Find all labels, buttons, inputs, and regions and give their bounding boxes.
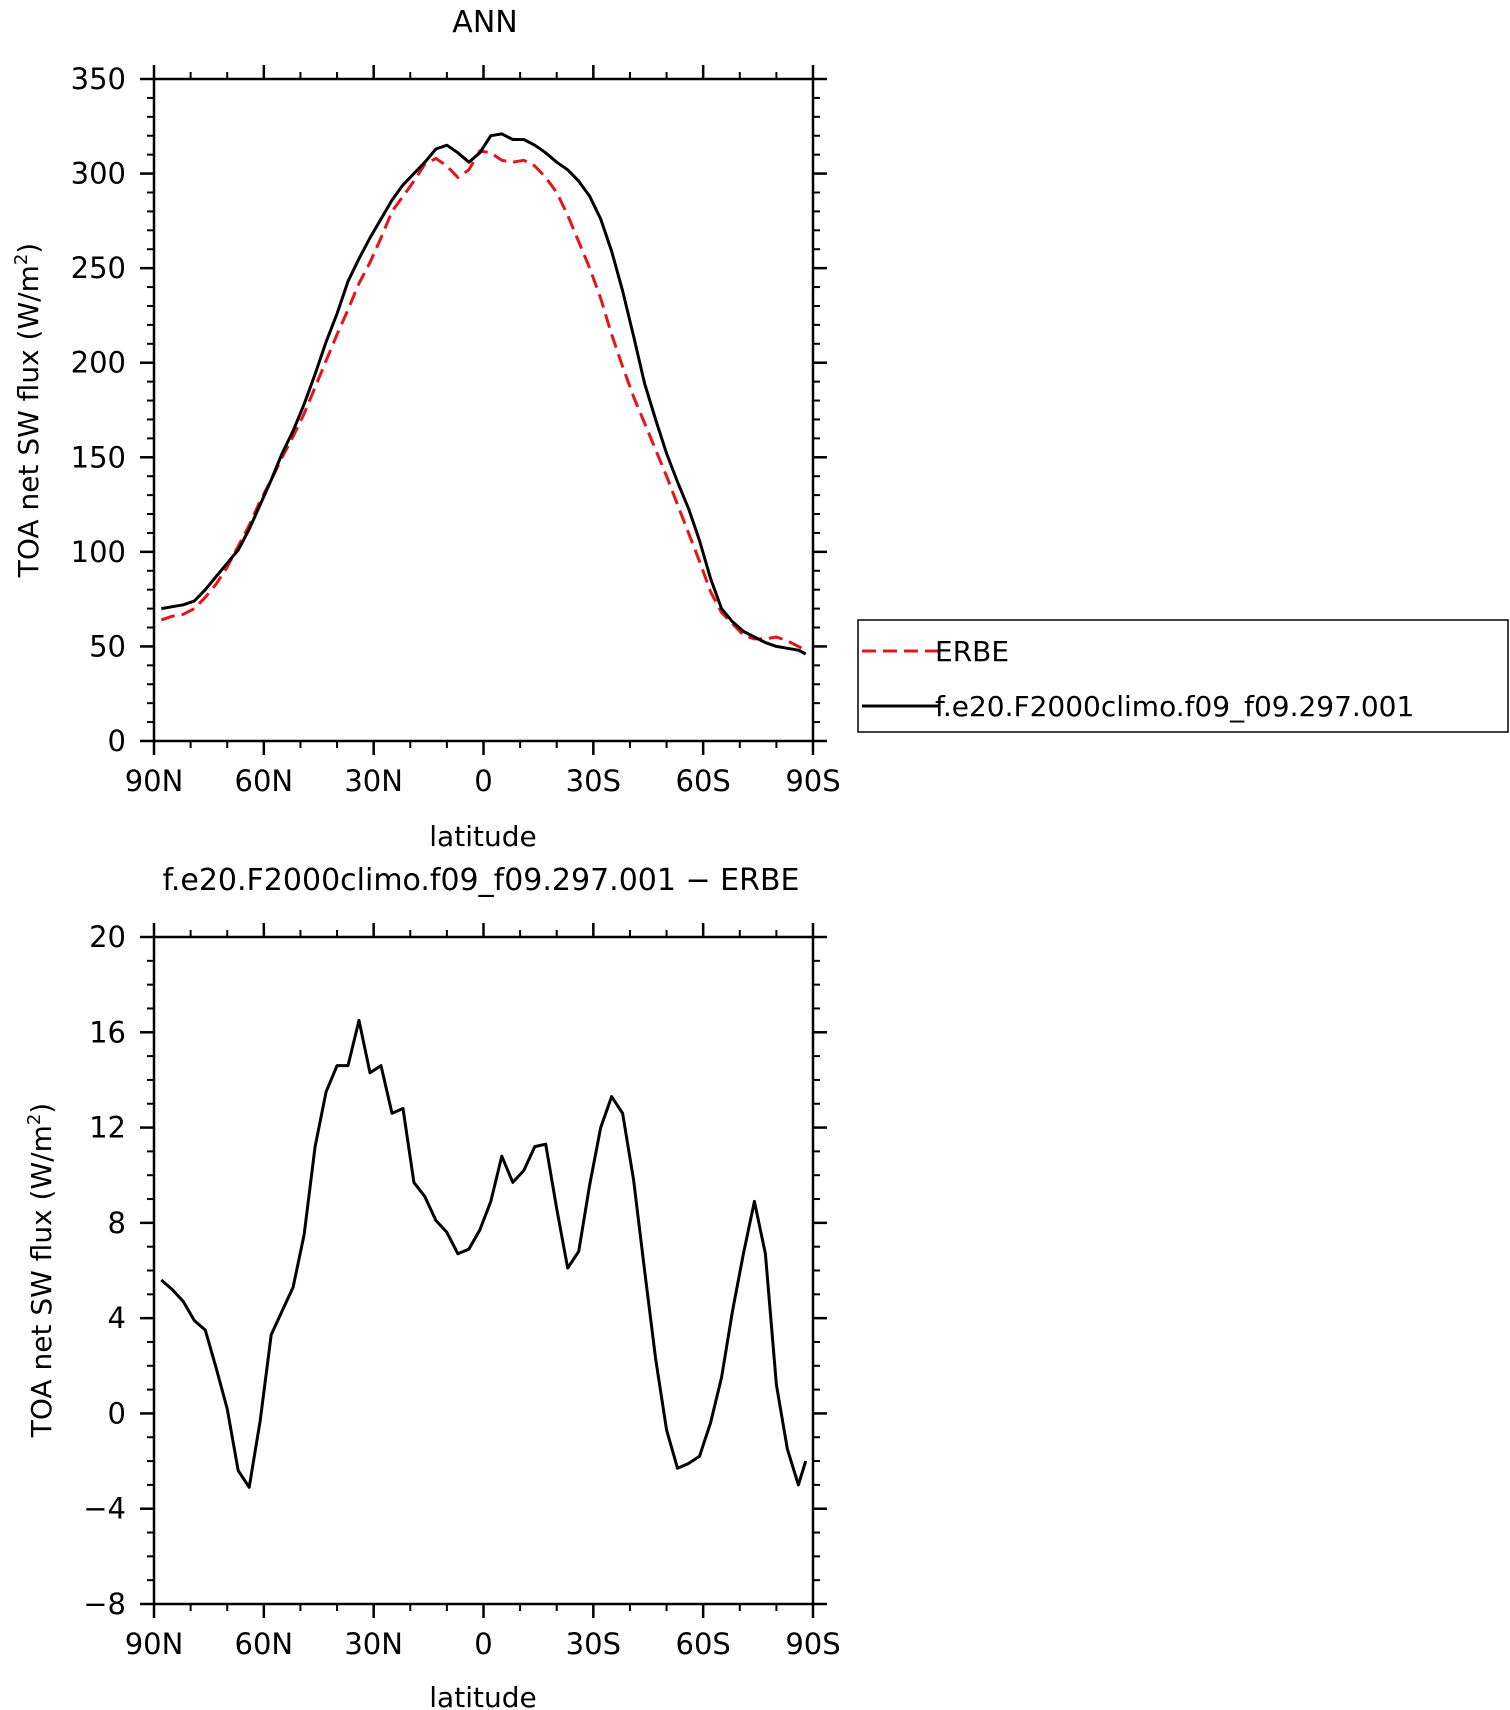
top-y-tick-label: 350 [71,62,126,96]
legend-model-label: f.e20.F2000climo.f09_f09.297.001 [935,690,1414,723]
top-x-tick-label: 30S [566,764,621,798]
top-y-tick-label: 150 [71,440,126,474]
top-axis-ticks: 90N 60N 30N 0 30S 60S 90S 0 50 100 150 200 250 300 350 [71,62,841,798]
bottom-x-axis-label: latitude [429,1681,536,1710]
bottom-y-axis-label-superscript: 2 [24,1114,45,1125]
legend-box [857,619,1509,733]
top-y-axis-label-close: ) [12,243,45,254]
top-chart-title: ANN [452,5,517,40]
top-y-tick-label: 250 [71,251,126,285]
top-x-tick-label: 90S [785,764,840,798]
top-panel: ANN 90N 60N 30N 0 30S 60S 90S 0 50 100 150 200 250 30… [11,5,1509,853]
bottom-y-tick-label: 8 [108,1206,126,1240]
bottom-y-axis-label: TOA net SW flux (W/m2) [24,1103,58,1438]
top-x-tick-label: 0 [474,764,492,798]
bottom-x-tick-label: 90S [785,1627,840,1661]
bottom-x-tick-label: 30N [344,1627,403,1661]
bottom-axis-ticks: 90N 60N 30N 0 30S 60S 90S −8 −4 0 4 8 12 16 20 [83,920,840,1661]
top-y-tick-label: 100 [71,535,126,569]
top-y-axis-label-superscript: 2 [11,254,32,265]
bottom-x-tick-label: 90N [125,1627,184,1661]
bottom-panel: f.e20.F2000climo.f09_f09.297.001 − ERBE … [24,863,841,1710]
bottom-plot-frame [152,935,815,1606]
top-series-lines [160,132,807,656]
legend-erbe-label: ERBE [935,635,1009,668]
top-x-axis-label: latitude [429,820,536,853]
top-y-tick-label: 200 [71,346,126,380]
top-x-tick-label: 90N [125,764,184,798]
top-x-tick-label: 60S [676,764,731,798]
top-y-tick-label: 50 [89,629,126,663]
bottom-y-tick-label: −8 [83,1587,126,1621]
bottom-y-axis-label-main: TOA net SW flux (W/m [25,1125,58,1438]
bottom-series-lines [160,1018,808,1489]
bottom-x-tick-label: 60S [676,1627,731,1661]
top-x-tick-label: 60N [235,764,294,798]
top-y-axis-label: TOA net SW flux (W/m2) [11,243,45,578]
bottom-y-axis-label-close: ) [25,1103,58,1114]
top-plot-frame [152,77,815,743]
bottom-x-tick-label: 60N [235,1627,294,1661]
top-y-axis-label-main: TOA net SW flux (W/m [12,265,45,578]
top-series-line-f-e20-f2000climo-f09-f09-297-001 [161,132,807,656]
bottom-y-tick-label: −4 [83,1492,126,1526]
bottom-y-tick-label: 12 [89,1111,126,1145]
bottom-series-line-difference [160,1018,808,1489]
bottom-y-tick-label: 16 [89,1015,126,1049]
legend: ERBE f.e20.F2000climo.f09_f09.297.001 [857,619,1509,733]
top-y-tick-label: 0 [108,724,126,758]
bottom-y-tick-label: 20 [89,920,126,954]
bottom-y-tick-label: 4 [108,1301,126,1335]
top-y-tick-label: 300 [71,157,126,191]
bottom-y-tick-label: 0 [108,1396,126,1430]
bottom-chart-title: f.e20.F2000climo.f09_f09.297.001 − ERBE [162,863,799,898]
bottom-x-tick-label: 30S [566,1627,621,1661]
bottom-x-tick-label: 0 [474,1627,492,1661]
top-x-tick-label: 30N [344,764,403,798]
